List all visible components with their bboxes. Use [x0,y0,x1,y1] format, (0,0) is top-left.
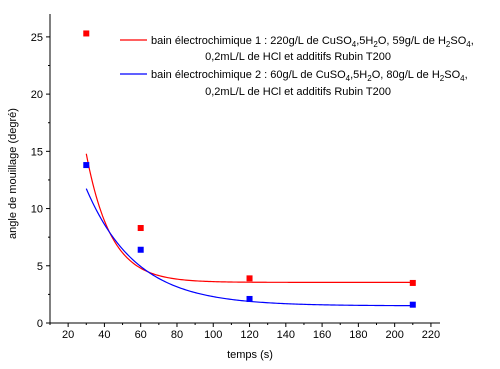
x-tick-label: 200 [385,329,403,341]
fit-curve-series-2 [85,188,413,307]
x-tick-label: 120 [240,329,258,341]
data-point-series-2 [83,162,90,169]
x-axis-label: temps (s) [227,349,273,361]
legend-label-series-1-line2: 0,2mL/L de HCl et additifs Rubin T200 [205,51,391,63]
x-tick-label: 180 [349,329,367,341]
y-tick-label: 15 [31,146,43,158]
x-tick-label: 20 [62,329,74,341]
fit-curves [85,153,413,307]
legend-label-series-2-line2: 0,2mL/L de HCl et additifs Rubin T200 [205,86,391,98]
y-axis-label: angle de mouillage (degré) [7,108,19,239]
y-tick-label: 20 [31,89,43,101]
x-tick-label: 60 [135,329,147,341]
legend: bain électrochimique 1 : 220g/L de CuSO4… [120,35,474,98]
data-points [83,30,416,308]
x-tick-label: 220 [422,329,440,341]
legend-label-series-2-line1: bain électrochimique 2 : 60g/L de CuSO4,… [151,69,468,83]
data-point-series-2 [409,301,416,308]
axes: 20 40 60 80 100 120 140 160 180 200 220 0 5 10 15 20 25 [31,14,440,341]
x-tick-label: 80 [171,329,183,341]
y-tick-label: 5 [37,261,43,273]
data-point-series-2 [246,295,253,302]
y-tick-label: 0 [37,318,43,330]
data-point-series-1 [83,30,90,37]
y-tick-label: 25 [31,32,43,44]
data-point-series-1 [137,225,144,232]
data-point-series-1 [246,275,253,282]
data-point-series-2 [137,246,144,253]
legend-label-series-1-line1: bain électrochimique 1 : 220g/L de CuSO4… [151,35,474,49]
data-point-series-1 [409,279,416,286]
y-tick-label: 10 [31,204,43,216]
x-tick-label: 100 [204,329,222,341]
fit-curve-series-1 [85,153,413,283]
x-tick-label: 140 [277,329,295,341]
x-tick-label: 160 [313,329,331,341]
x-tick-label: 40 [98,329,110,341]
